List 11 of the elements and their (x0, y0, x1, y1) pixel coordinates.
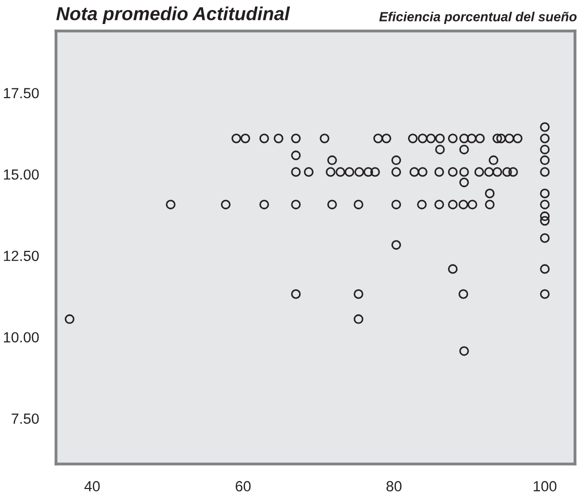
x-axis-title: Eficiencia porcentual del sueño (379, 12, 577, 24)
y-axis-title: Nota promedio Actitudinal (56, 6, 290, 24)
x-tick-label: 80 (386, 481, 402, 492)
y-tick-label: 17.50 (4, 88, 39, 98)
y-tick-label: 12.50 (4, 250, 39, 262)
y-tick-label: 15.00 (4, 169, 39, 180)
x-tick-label: 100 (534, 481, 556, 492)
x-tick-label: 40 (84, 481, 100, 492)
y-tick-label: 7.50 (12, 414, 39, 424)
x-tick-label: 60 (236, 481, 251, 492)
y-tick-label: 10.00 (4, 332, 39, 342)
